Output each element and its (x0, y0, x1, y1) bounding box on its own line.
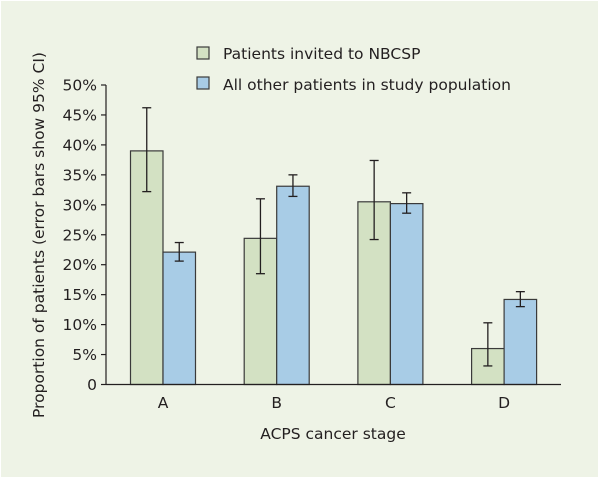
y-tick-label: 30% (63, 196, 97, 214)
y-tick-label: 50% (63, 77, 97, 95)
y-tick-label: 45% (63, 106, 97, 124)
legend-label-other: All other patients in study population (223, 76, 511, 94)
error-bar-d-series-1 (515, 291, 525, 308)
legend-swatch-other (196, 76, 210, 90)
bar-c-series-1 (389, 203, 424, 386)
bar-d-series-1 (503, 298, 538, 386)
error-bar-a-series-1 (174, 241, 184, 262)
y-tick-label: 35% (63, 166, 97, 184)
bar-a-series-1 (162, 251, 197, 386)
error-bar-c-series-0 (369, 159, 379, 241)
x-tick-label: B (271, 394, 282, 412)
y-tick-label: 40% (63, 136, 97, 154)
error-bar-c-series-1 (402, 192, 412, 214)
error-bar-d-series-0 (483, 322, 493, 367)
x-tick-label: A (158, 394, 169, 412)
legend: Patients invited to NBCSP All other pati… (196, 45, 511, 94)
y-tick-label: 25% (63, 226, 97, 244)
legend-label-nbcsp: Patients invited to NBCSP (223, 45, 420, 63)
y-tick-label: 0 (87, 376, 97, 394)
y-tick-label: 15% (63, 286, 97, 304)
legend-swatch-nbcsp (196, 46, 210, 60)
x-tick-label: D (498, 394, 510, 412)
y-tick-label: 20% (63, 256, 97, 274)
error-bar-b-series-0 (255, 198, 265, 275)
x-axis-title: ACPS cancer stage (260, 425, 406, 443)
y-tick-label: 5% (72, 346, 97, 364)
bar-b-series-1 (276, 185, 310, 386)
error-bar-a-series-0 (142, 107, 152, 193)
y-axis-title: Proportion of patients (error bars show … (30, 52, 48, 418)
x-tick-label: C (385, 394, 396, 412)
error-bar-b-series-1 (288, 174, 298, 198)
y-tick-label: 10% (63, 316, 97, 334)
